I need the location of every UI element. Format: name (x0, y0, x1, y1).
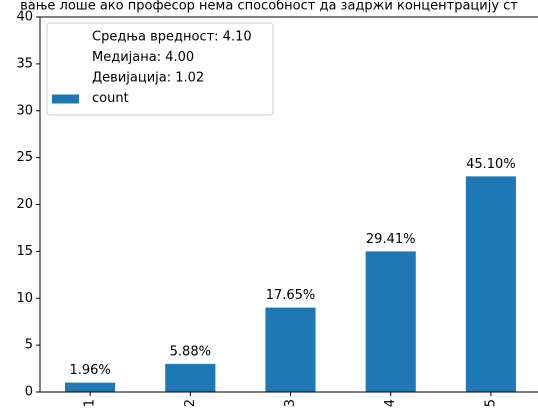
legend-annotation: Средња вредност: 4.10 (92, 30, 252, 45)
x-tick-label: 3 (283, 399, 298, 407)
bar (165, 363, 216, 392)
x-tick-label: 4 (383, 399, 398, 407)
chart-title: вање лоше ако професор нема способност д… (20, 0, 518, 14)
bar (465, 176, 516, 392)
x-tick-label: 5 (483, 399, 498, 407)
y-tick-label: 25 (16, 150, 33, 165)
value-label: 29.41% (366, 232, 416, 247)
y-tick-label: 35 (16, 56, 33, 71)
y-tick-label: 15 (16, 244, 33, 259)
value-label: 5.88% (170, 344, 211, 359)
y-tick-label: 10 (16, 291, 33, 306)
legend-annotation: Медијана: 4.00 (92, 50, 194, 65)
y-tick-label: 5 (25, 338, 33, 353)
legend-swatch (52, 94, 79, 104)
legend-label: count (92, 91, 129, 106)
bar (365, 251, 416, 392)
y-tick-label: 20 (16, 197, 33, 212)
legend-annotation: Девијација: 1.02 (92, 71, 204, 86)
y-tick-label: 30 (16, 103, 33, 118)
value-label: 17.65% (266, 288, 316, 303)
x-tick-label: 2 (183, 399, 198, 407)
y-tick-label: 40 (16, 10, 33, 25)
legend-box (46, 22, 274, 116)
bar (65, 382, 116, 392)
bar (265, 307, 316, 392)
value-label: 45.10% (466, 157, 516, 172)
y-tick-label: 0 (25, 385, 33, 400)
value-label: 1.96% (69, 363, 110, 378)
x-tick-label: 1 (83, 399, 98, 407)
